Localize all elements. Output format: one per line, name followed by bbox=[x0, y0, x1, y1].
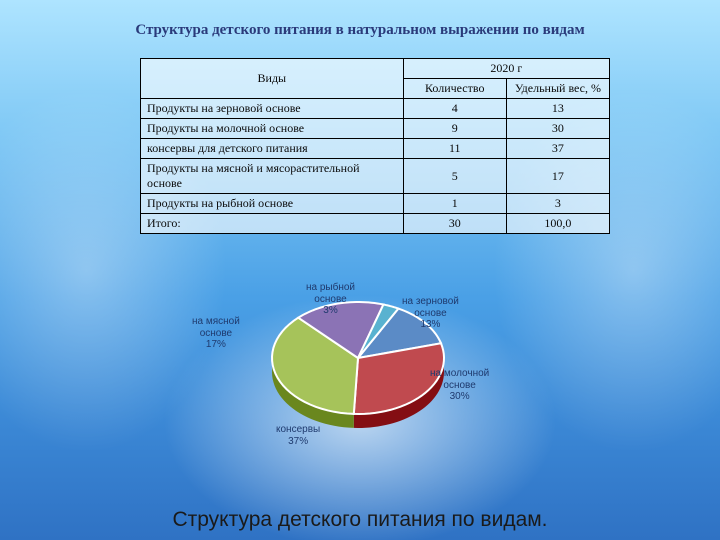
col-share: Удельный вес, % bbox=[506, 79, 609, 99]
row-name: Продукты на рыбной основе bbox=[141, 194, 404, 214]
row-name: консервы для детского питания bbox=[141, 139, 404, 159]
row-name: Продукты на зерновой основе bbox=[141, 99, 404, 119]
row-share: 37 bbox=[506, 139, 609, 159]
row-qty: 9 bbox=[403, 119, 506, 139]
row-qty: 5 bbox=[403, 159, 506, 194]
page-title: Структура детского питания в натуральном… bbox=[0, 22, 720, 39]
row-qty: 4 bbox=[403, 99, 506, 119]
row-qty: 11 bbox=[403, 139, 506, 159]
total-share: 100,0 bbox=[506, 214, 609, 234]
pie-label: консервы37% bbox=[276, 424, 320, 447]
row-qty: 1 bbox=[403, 194, 506, 214]
col-year: 2020 г bbox=[403, 59, 609, 79]
total-label: Итого: bbox=[141, 214, 404, 234]
row-share: 3 bbox=[506, 194, 609, 214]
row-share: 17 bbox=[506, 159, 609, 194]
pie-label: на рыбнойоснове3% bbox=[306, 282, 355, 317]
table-row: Продукты на молочной основе930 bbox=[141, 119, 610, 139]
table-row: Продукты на зерновой основе413 bbox=[141, 99, 610, 119]
pie-label: на молочнойоснове30% bbox=[430, 368, 489, 403]
table-row: консервы для детского питания1137 bbox=[141, 139, 610, 159]
total-qty: 30 bbox=[403, 214, 506, 234]
row-name: Продукты на мясной и мясорастительной ос… bbox=[141, 159, 404, 194]
table-row: Продукты на мясной и мясорастительной ос… bbox=[141, 159, 610, 194]
sub-title: Структура детского питания по видам. bbox=[0, 508, 720, 532]
pie-label: на зерновойоснове13% bbox=[402, 296, 459, 331]
col-qty: Количество bbox=[403, 79, 506, 99]
row-share: 30 bbox=[506, 119, 609, 139]
table-row: Продукты на рыбной основе13 bbox=[141, 194, 610, 214]
row-name: Продукты на молочной основе bbox=[141, 119, 404, 139]
col-types: Виды bbox=[141, 59, 404, 99]
data-table: Виды 2020 г Количество Удельный вес, % П… bbox=[140, 58, 610, 234]
pie-label: на мяснойоснове17% bbox=[192, 316, 240, 351]
row-share: 13 bbox=[506, 99, 609, 119]
